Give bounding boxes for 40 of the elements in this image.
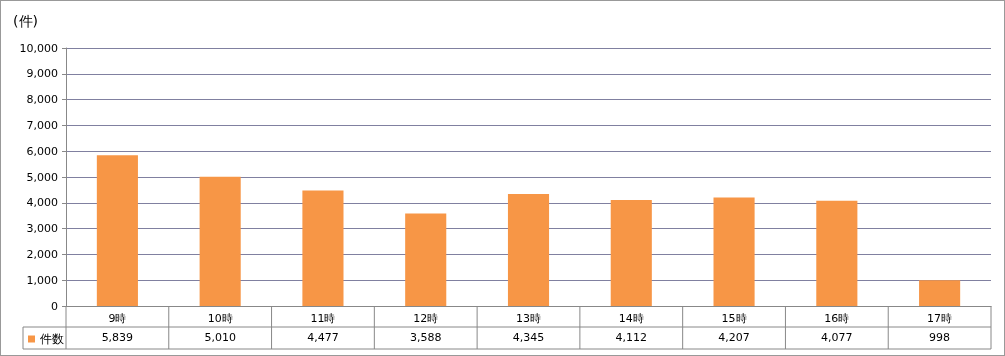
x-tick-label: 12時 xyxy=(413,312,439,325)
data-label: 5,839 xyxy=(100,330,135,346)
bar xyxy=(507,193,550,306)
x-tick-label: 13時 xyxy=(516,312,541,325)
bar xyxy=(713,197,755,306)
x-tick-label: 17時 xyxy=(927,312,953,325)
y-tick-label: 9,000 xyxy=(26,67,58,81)
bar xyxy=(816,200,858,306)
x-tick-label: 11時 xyxy=(310,312,336,325)
data-label: 3,588 xyxy=(408,330,443,346)
data-label: 998 xyxy=(928,330,952,346)
y-tick-label: 1,000 xyxy=(26,273,58,287)
data-label: 4,477 xyxy=(306,330,340,346)
x-tick-label: 9時 xyxy=(108,312,127,325)
bar xyxy=(96,155,138,306)
y-tick-label: 3,000 xyxy=(26,222,58,236)
y-tick-label: 2,000 xyxy=(26,247,58,261)
legend-label: 件数 xyxy=(40,332,64,346)
y-tick-label: 5,000 xyxy=(26,170,58,184)
data-label: 5,010 xyxy=(203,330,237,346)
bar xyxy=(405,213,447,306)
x-tick-label: 10時 xyxy=(207,312,233,325)
x-tick-label: 14時 xyxy=(618,312,644,325)
x-tick-label: 16時 xyxy=(824,312,850,325)
y-tick-label: 7,000 xyxy=(26,118,58,132)
data-label: 4,345 xyxy=(511,330,546,346)
x-tick-label: 15時 xyxy=(721,312,747,325)
data-label: 4,207 xyxy=(717,330,751,346)
bar xyxy=(302,190,344,306)
data-label: 4,112 xyxy=(614,330,648,346)
y-tick-label: 4,000 xyxy=(26,196,58,210)
bar xyxy=(610,199,652,306)
y-tick-label: 10,000 xyxy=(19,41,58,55)
bar xyxy=(199,176,241,306)
y-tick-label: 0 xyxy=(51,299,58,313)
bar xyxy=(919,280,961,306)
data-label: 4,077 xyxy=(820,330,854,346)
y-axis-title: (件) xyxy=(13,13,38,29)
y-tick-label: 6,000 xyxy=(26,144,58,158)
y-tick-label: 8,000 xyxy=(26,93,58,107)
